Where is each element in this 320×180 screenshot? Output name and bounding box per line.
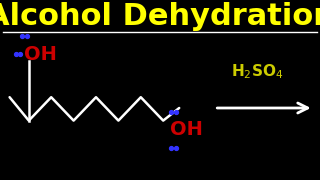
Text: H$_2$SO$_4$: H$_2$SO$_4$ [231,63,284,81]
Text: OH: OH [170,120,203,139]
Text: OH: OH [24,44,57,64]
Text: Alcohol Dehydration: Alcohol Dehydration [0,2,320,31]
